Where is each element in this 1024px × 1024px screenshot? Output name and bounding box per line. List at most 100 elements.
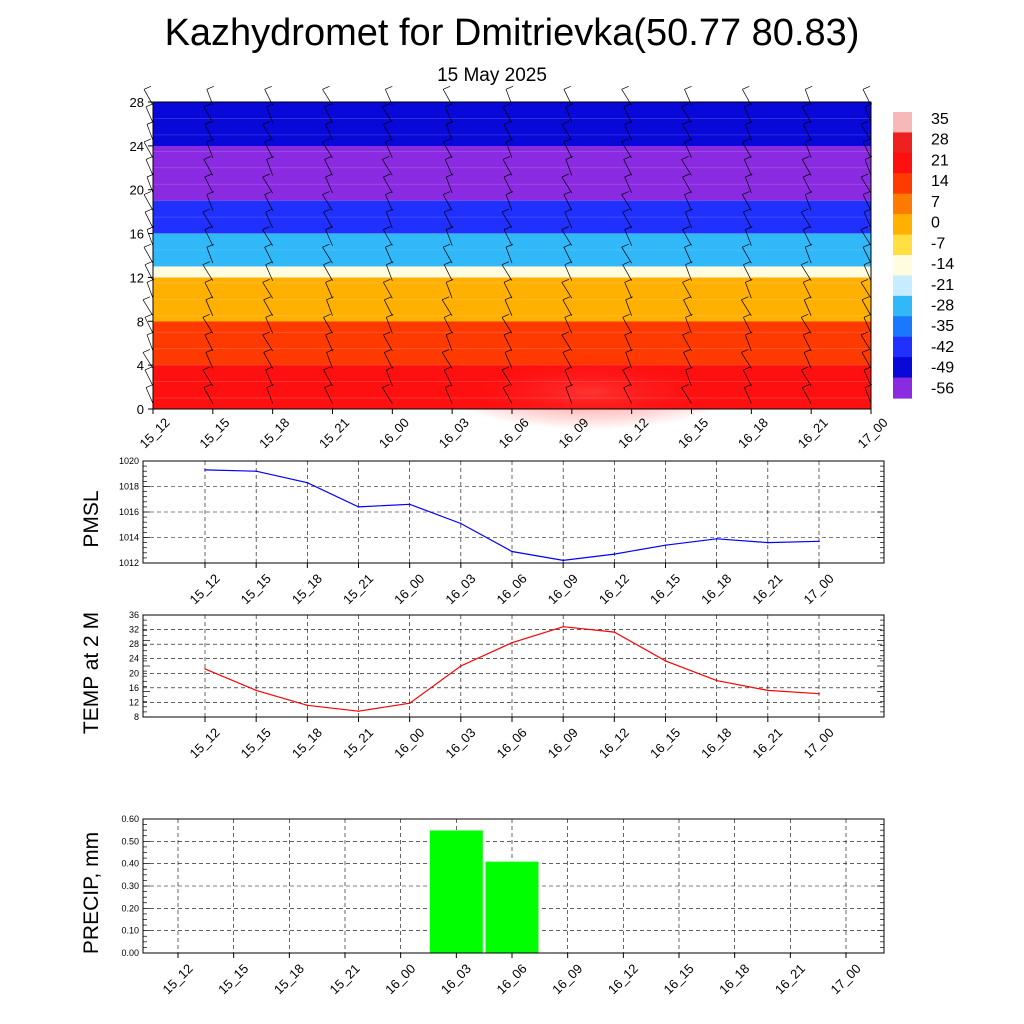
wind-barb-flag [322,191,330,195]
wind-barb [684,141,692,159]
wind-barb [684,89,692,106]
wind-barb [501,211,513,229]
wind-barb [504,352,513,369]
wind-barb-flag [501,366,510,371]
wind-barb-flag [624,331,632,336]
wind-barb [861,352,872,369]
colorbar-swatch [893,275,912,297]
wind-barb-flag [444,261,452,266]
wind-barb-flag [501,208,510,213]
colorbar-label: -14 [931,256,954,273]
wind-barb-flag [324,384,332,388]
wind-barb-flag [325,331,333,336]
pmsl-frame [142,460,885,564]
wind-barb [622,369,632,387]
wind-barb [564,264,573,281]
wind-barb [804,194,812,211]
wind-barb-flag [741,296,749,301]
y-tick-label: 16 [129,683,139,693]
wind-barb-flag [563,191,571,195]
wind-barb-flag [265,314,273,318]
wind-barb [322,246,333,264]
wind-barb [386,317,393,334]
wind-barb [144,369,154,387]
wind-barb [682,334,692,352]
wind-barb-flag [802,384,810,388]
wind-barb [385,89,393,106]
y-tick-label: 12 [130,270,144,285]
wind-barb-flag [143,243,152,248]
wind-barb [383,229,393,246]
wind-barb-flag [802,103,810,108]
colorbar-swatch [893,255,912,277]
wind-barb [386,211,393,229]
y-tick-label: 12 [129,697,139,707]
wind-barb-flag [265,261,273,266]
wind-barb-flag [564,314,572,318]
colorbar-swatch [893,132,912,154]
wind-barb [741,352,752,369]
wind-barb [205,299,214,316]
x-tick-label: 15_21 [316,415,352,451]
wind-barb [563,141,573,159]
wind-barb-flag [623,103,631,108]
wind-barb-flag [202,314,210,318]
y-tick-label: 0.30 [121,881,139,891]
wind-barb [206,89,214,106]
y-tick-label: 0.40 [121,859,139,869]
wind-barb [444,387,453,404]
wind-barb-flag [622,366,630,371]
wind-barb-flag [561,278,569,283]
colorbar-label: 14 [931,173,949,190]
wind-barb-flag [385,191,393,195]
wind-barb-flag [860,278,869,283]
wind-barb-flag [683,296,691,301]
wind-barb-flag [681,103,689,108]
x-tick-label: 16_03 [442,725,478,761]
x-tick-label: 16_09 [545,725,581,761]
wind-barb [385,141,393,159]
wind-barb [443,369,453,387]
temp-2m-panel [142,614,885,722]
temp-2m-point [715,679,718,682]
x-tick-label: 16_06 [494,571,530,607]
x-tick-label: 16_21 [795,415,831,451]
wind-barb [264,89,273,106]
wind-barb [501,369,513,387]
wind-barb-flag [443,138,451,143]
x-tick-label: 15_21 [340,571,376,607]
wind-barb [265,369,273,387]
wind-barb [383,176,393,194]
y-tick-label: 0.10 [121,926,139,936]
wind-barb-flag [383,121,391,125]
colorbar-swatch [893,336,912,358]
y-tick-label: 0.50 [121,836,139,846]
colorbar-swatch [893,377,912,399]
wind-barb [745,334,752,352]
wind-barb [443,211,453,229]
wind-barb [800,211,812,229]
x-tick-label: 16_18 [698,571,734,607]
wind-barb [501,264,513,281]
wind-barb [744,387,752,404]
wind-barb-flag [204,173,212,178]
wind-barb [802,282,812,299]
wind-barb [265,317,273,334]
x-tick-label: 15_15 [238,725,274,761]
x-tick-label: 15_12 [137,415,173,451]
wind-barb [745,229,752,246]
x-tick-label: 16_03 [436,415,472,451]
wind-barb [562,352,573,369]
wind-barb [265,264,273,281]
wind-barb-flag [263,296,271,301]
wind-barb-flag [384,296,392,301]
wind-barb-flag [561,173,569,178]
wind-barb-flag [861,296,870,301]
wind-barb-flag [262,226,270,230]
wind-barb-flag [862,191,871,195]
y-tick-label: 0 [137,402,144,417]
wind-barb [146,282,154,299]
wind-barb-flag [682,226,690,230]
wind-barb [145,159,154,176]
wind-barb [803,352,812,369]
